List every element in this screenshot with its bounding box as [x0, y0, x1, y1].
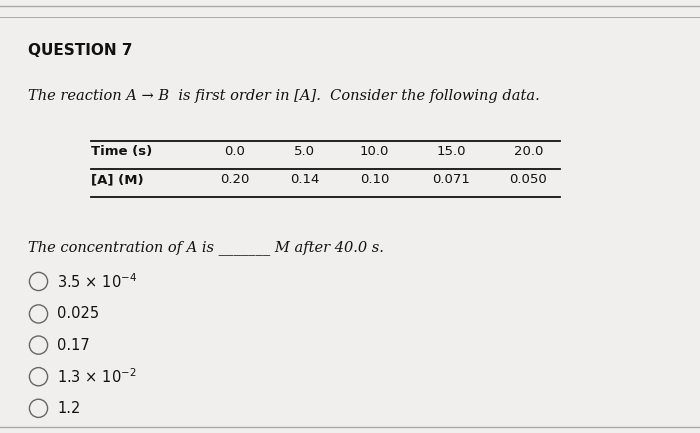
Point [556, 138, 564, 143]
Text: 0.20: 0.20 [220, 173, 249, 186]
Text: 1.3 × 10$^{-2}$: 1.3 × 10$^{-2}$ [57, 367, 137, 386]
Text: 0.17: 0.17 [57, 338, 90, 352]
Point [87, 166, 95, 171]
Text: 0.025: 0.025 [57, 307, 99, 321]
Text: QUESTION 7: QUESTION 7 [28, 43, 132, 58]
Text: 20.0: 20.0 [514, 145, 543, 158]
Text: The reaction A → B  is first order in [A].  Consider the following data.: The reaction A → B is first order in [A]… [28, 89, 540, 103]
Point [556, 166, 564, 171]
Text: The concentration of A is _______ M after 40.0 s.: The concentration of A is _______ M afte… [28, 240, 384, 255]
Text: 3.5 × 10$^{-4}$: 3.5 × 10$^{-4}$ [57, 272, 137, 291]
Text: 0.071: 0.071 [433, 173, 470, 186]
Text: 0.10: 0.10 [360, 173, 389, 186]
Point [87, 194, 95, 200]
Text: [A] (M): [A] (M) [91, 173, 144, 186]
Text: 5.0: 5.0 [294, 145, 315, 158]
Text: 0.050: 0.050 [510, 173, 547, 186]
Text: 0.0: 0.0 [224, 145, 245, 158]
Text: Time (s): Time (s) [91, 145, 153, 158]
Text: 1.2: 1.2 [57, 401, 80, 416]
Text: 0.14: 0.14 [290, 173, 319, 186]
Text: 10.0: 10.0 [360, 145, 389, 158]
Text: 15.0: 15.0 [437, 145, 466, 158]
Point [556, 194, 564, 200]
Point [87, 138, 95, 143]
